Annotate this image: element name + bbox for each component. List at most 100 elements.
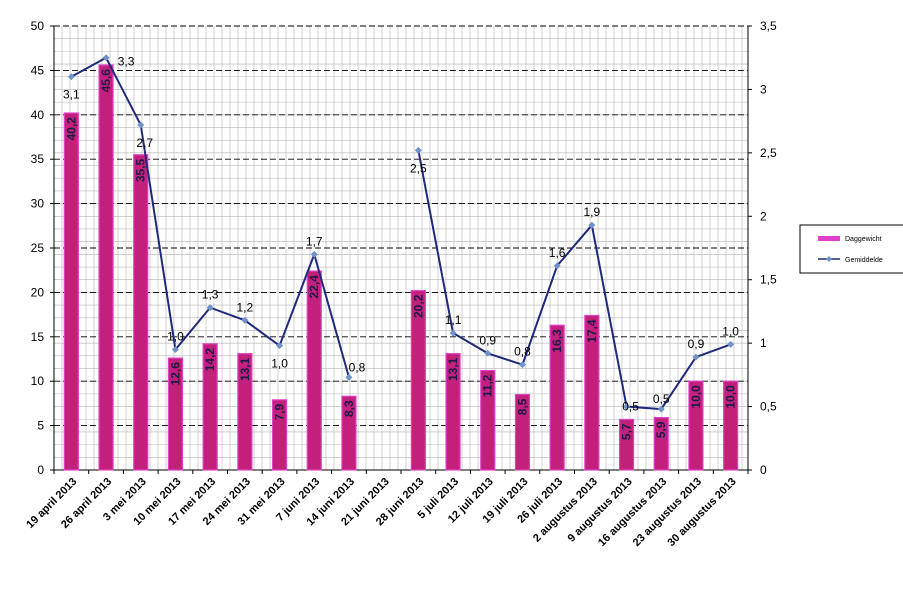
right-tick-label: 3,5	[760, 19, 777, 33]
line-marker	[588, 221, 596, 229]
line-value-label: 1,3	[202, 288, 219, 302]
legend: Daggewicht Gemiddelde	[799, 224, 903, 274]
bar	[202, 343, 218, 471]
line-value-label: 3,1	[63, 88, 80, 102]
bar	[98, 64, 114, 471]
line-marker	[414, 146, 422, 154]
bar	[653, 417, 669, 471]
legend-swatch-daggewicht	[818, 236, 840, 241]
bar	[480, 369, 496, 471]
bar	[584, 314, 600, 471]
bar	[167, 357, 184, 471]
line-marker	[692, 353, 700, 361]
bar-value-label: 14,2	[203, 348, 217, 372]
left-axis-ticks: 0 5 10 15 20 25 30 35 40 45 50	[31, 19, 54, 477]
left-tick-label: 0	[37, 463, 44, 477]
line-value-label: 1,9	[584, 205, 601, 219]
bar-value-label: 20,2	[411, 294, 425, 318]
category-label: 30 augustus 2013	[665, 476, 738, 549]
line-value-label: 0,9	[688, 337, 705, 351]
bar	[723, 380, 739, 471]
bar-value-label: 13,1	[238, 357, 252, 381]
bar-value-label: 17,4	[585, 319, 599, 343]
category-label: 2 augustus 2013	[531, 476, 600, 545]
bar-value-label: 45,6	[99, 69, 113, 93]
line-marker	[553, 262, 561, 270]
bar-value-label: 8,5	[515, 398, 529, 415]
bar-value-label: 10,0	[689, 385, 703, 409]
bar	[514, 393, 531, 471]
bars-daggewicht	[63, 64, 739, 471]
right-tick-label: 2,5	[760, 146, 777, 160]
line-value-label: 3,3	[118, 55, 135, 69]
right-axis-ticks: 0 0,5 1 1,5 2 2,5 3 3,5	[748, 19, 777, 477]
line-marker	[345, 373, 353, 381]
legend-label-gemiddelde: Gemiddelde	[845, 257, 883, 264]
line-marker	[206, 304, 214, 312]
bar-value-label: 5,9	[654, 421, 668, 438]
right-tick-label: 3	[760, 82, 767, 96]
line-value-label: 2,5	[410, 161, 427, 175]
left-tick-label: 15	[31, 330, 45, 344]
line-value-label: 1,1	[445, 313, 462, 327]
line-marker	[657, 405, 665, 413]
line-labels: 3,1 3,3 2,7 1,0 1,3 1,2 1,0 1,7 0,8 2,5 1,1 0,9 0,8 1…	[63, 55, 739, 414]
legend-marker-gemiddelde	[826, 256, 832, 262]
bar-value-label: 10,0	[724, 385, 738, 409]
bar-value-label: 35,5	[134, 158, 148, 182]
right-tick-label: 0	[760, 463, 767, 477]
bar	[445, 353, 461, 471]
bar-value-label: 11,2	[481, 374, 495, 397]
right-tick-label: 2	[760, 209, 767, 223]
line-value-label: 1,0	[271, 357, 288, 371]
left-tick-label: 25	[31, 241, 45, 255]
right-tick-label: 1	[760, 336, 767, 350]
left-tick-label: 10	[31, 374, 45, 388]
bar	[410, 290, 426, 471]
line-marker	[518, 361, 526, 369]
left-tick-label: 35	[31, 152, 45, 166]
left-tick-label: 40	[31, 108, 45, 122]
line-marker	[727, 340, 735, 348]
line-value-label: 1,0	[722, 324, 739, 338]
line-marker	[276, 342, 284, 350]
line-marker	[310, 250, 318, 258]
line-value-label: 0,8	[514, 345, 531, 359]
bar-value-label: 16,3	[550, 329, 564, 353]
bar	[306, 270, 322, 471]
bar	[688, 380, 704, 471]
left-tick-label: 45	[31, 63, 45, 77]
left-tick-label: 5	[37, 419, 44, 433]
line-gemiddelde	[67, 54, 735, 413]
bar	[618, 418, 635, 471]
legend-box	[799, 224, 903, 274]
bar-value-label: 12,6	[168, 362, 182, 386]
bar-value-label: 13,1	[446, 357, 460, 381]
category-label: 9 augustus 2013	[566, 476, 635, 545]
line-value-label: 1,7	[306, 234, 323, 248]
line-value-label: 1,6	[549, 246, 566, 260]
line-marker	[67, 73, 75, 81]
bar	[237, 353, 253, 471]
line-marker	[137, 121, 145, 129]
bar	[341, 395, 357, 471]
gridlines	[54, 25, 748, 470]
line-value-label: 0,5	[622, 400, 639, 414]
legend-label-daggewicht: Daggewicht	[845, 236, 882, 243]
line-marker	[484, 349, 492, 357]
bar	[271, 399, 288, 471]
bar-value-label: 40,2	[64, 117, 78, 141]
line-marker	[171, 345, 179, 353]
line-value-label: 0,9	[479, 333, 496, 347]
bar-value-label: 8,3	[342, 400, 356, 417]
right-tick-label: 1,5	[760, 273, 777, 287]
right-tick-label: 0,5	[760, 400, 777, 414]
left-tick-label: 20	[31, 285, 45, 299]
bar-value-label: 22,4	[307, 275, 321, 299]
left-tick-label: 50	[31, 19, 45, 33]
bar	[63, 112, 79, 471]
bar	[549, 324, 565, 471]
line-marker	[449, 329, 457, 337]
